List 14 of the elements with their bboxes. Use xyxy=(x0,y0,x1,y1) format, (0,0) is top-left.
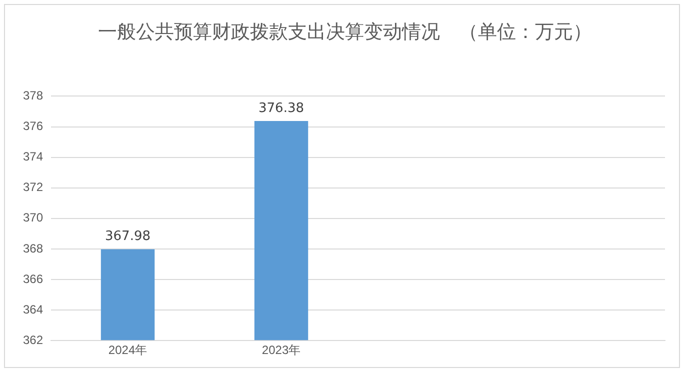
x-tick-label: 2023年 xyxy=(262,343,301,358)
y-tick-label: 364 xyxy=(22,302,44,316)
y-tick-label: 362 xyxy=(22,332,44,347)
data-label: 376.38 xyxy=(258,100,304,116)
y-tick-label: 376 xyxy=(22,119,44,134)
y-tick-label: 372 xyxy=(22,180,44,194)
y-tick-label: 366 xyxy=(22,272,44,286)
y-tick-label: 374 xyxy=(22,150,44,164)
y-tick-label: 368 xyxy=(22,241,44,256)
y-tick-label: 370 xyxy=(22,210,44,225)
data-label: 367.98 xyxy=(105,229,151,244)
chart-title: 一般公共预算财政拨款支出决算变动情况 （单位：万元） xyxy=(97,20,593,45)
y-tick-label: 378 xyxy=(22,88,44,103)
x-tick-label: 2024年 xyxy=(108,343,148,358)
